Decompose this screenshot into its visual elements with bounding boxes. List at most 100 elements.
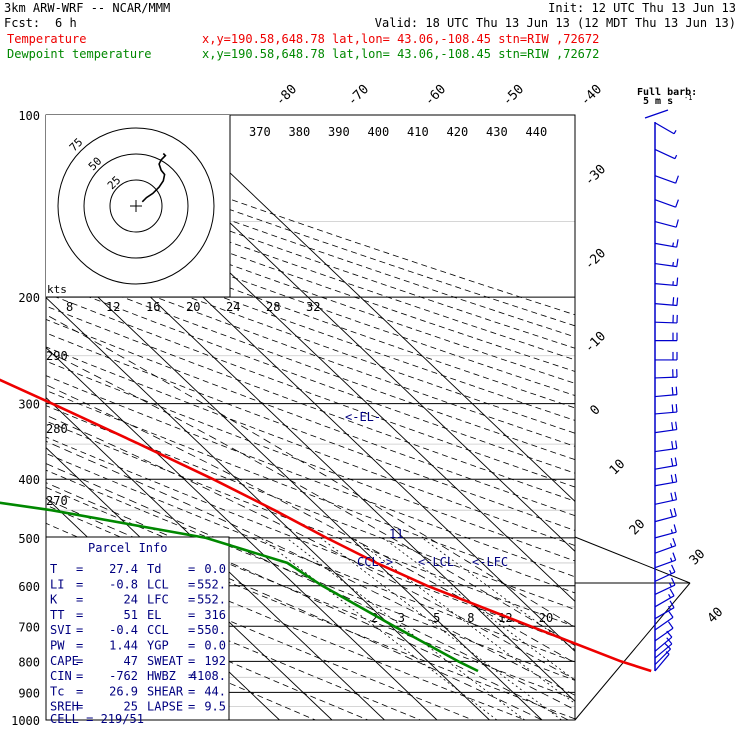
pressure-tick-300: 300 (18, 398, 40, 412)
isotherm (46, 346, 438, 720)
wind-flag (671, 404, 674, 413)
theta-tick: 410 (407, 125, 429, 139)
isotherm-tick: -30 (582, 162, 609, 189)
parcel-key: TT (50, 608, 64, 622)
wind-shaft (654, 515, 677, 523)
parcel-row: CIN = -762 HWBZ =4108. (50, 669, 226, 683)
theta-left-tick: 290 (46, 349, 68, 363)
wind-barb (654, 621, 674, 642)
dewpoint-profile (0, 501, 479, 673)
valid-time: Valid: 18 UTC Thu 13 Jun 13 (12 MDT Thu … (375, 16, 736, 30)
dry-adiabat (46, 436, 575, 645)
dry-adiabat (46, 332, 575, 531)
parcel-value: 25 (124, 700, 138, 714)
parcel-row: TT = 51 EL = 316 (50, 608, 226, 622)
theta-tick: 400 (368, 125, 390, 139)
parcel-key: CIN (50, 669, 72, 683)
mixing-ratio-tick: 20 (539, 611, 553, 625)
wind-key-exponent: -1 (684, 94, 692, 102)
wind-shaft (654, 559, 676, 569)
parcel-eq: = (188, 562, 195, 576)
isotherm-tick: -40 (578, 82, 605, 109)
pressure-tick-900: 900 (18, 686, 40, 700)
upper-tick: 8 (66, 300, 73, 314)
dry-adiabat (46, 486, 575, 700)
parcel-value: 4108. (190, 669, 226, 683)
wind-shaft (654, 376, 678, 379)
parcel-value: 51 (124, 608, 138, 622)
sounding-annotation: <-LCL (418, 555, 454, 569)
parcel-row: CAPE= 47 SWEAT = 192 (50, 654, 226, 668)
dry-adiabat (46, 243, 575, 434)
pressure-tick-200: 200 (18, 291, 40, 305)
parcel-eq: = (76, 593, 83, 607)
parcel-value: -0.4 (109, 623, 138, 637)
wind-shaft (654, 499, 677, 505)
wind-shaft (654, 481, 677, 487)
moist-adiabat (46, 482, 569, 720)
pressure-tick-500: 500 (18, 532, 40, 546)
parcel-eq: = (76, 700, 83, 714)
wind-flag (672, 242, 675, 247)
hodograph-ring (57, 127, 215, 285)
theta-tick: 430 (486, 125, 508, 139)
wind-shaft (654, 616, 674, 631)
parcel-key: LFC (147, 593, 169, 607)
wind-flag (664, 642, 671, 650)
hodograph-ring (83, 153, 189, 259)
wind-barb (654, 219, 679, 228)
parcel-eq: = (188, 700, 195, 714)
upper-tick: 28 (266, 300, 280, 314)
mixing-ratio-tick: 3 (398, 611, 405, 625)
wind-flag (670, 458, 674, 467)
parcel-eq: = (188, 654, 195, 668)
wind-flag (674, 154, 678, 159)
parcel-value: 0.0 (204, 639, 226, 653)
wind-barb (655, 351, 678, 361)
parcel-key: LCL (147, 577, 169, 591)
wind-shaft (654, 199, 676, 208)
isotherm (46, 246, 543, 720)
wind-barbs (654, 122, 679, 672)
parcel-eq: = (188, 577, 195, 591)
wind-flag (676, 258, 679, 267)
wind-flag (670, 492, 674, 501)
parcel-value: 1.44 (109, 639, 138, 653)
wind-barb (654, 258, 679, 268)
wind-flag (667, 621, 674, 629)
dewpoint-legend: Dewpoint temperature (7, 47, 152, 61)
wind-key-units: 5 m s (643, 96, 673, 107)
parcel-value: 9.5 (204, 700, 226, 714)
wind-shaft (654, 464, 677, 470)
wind-barb (654, 491, 678, 505)
parcel-row: K = 24 LFC = 552. (50, 593, 226, 607)
parcel-key: CCL (147, 623, 169, 637)
model-title: 3km ARW-WRF -- NCAR/MMM (4, 1, 170, 15)
moist-adiabat (46, 440, 575, 696)
pressure-tick-600: 600 (18, 580, 40, 594)
mixing-ratio-line (320, 537, 562, 720)
pressure-tick-400: 400 (18, 473, 40, 487)
wind-shaft (654, 648, 671, 666)
wind-flag (665, 651, 670, 655)
wind-key-barb (644, 109, 669, 119)
wind-barb (654, 610, 674, 631)
dry-adiabat (46, 279, 575, 474)
parcel-row: SREH= 25 LAPSE = 9.5 (50, 700, 226, 714)
isotherm-tick: -60 (422, 82, 449, 109)
wind-flag (673, 524, 677, 533)
parcel-eq: = (76, 577, 83, 591)
wind-barb (654, 637, 673, 659)
wind-barb (654, 577, 676, 595)
wind-barb (654, 122, 677, 135)
sounding-annotation: 11 (389, 527, 403, 541)
parcel-key: CAPE (50, 654, 79, 668)
theta-tick: 440 (526, 125, 548, 139)
parcel-value: 26.9 (109, 684, 138, 698)
mixing-ratio-lines (260, 537, 575, 720)
wind-flag (672, 261, 674, 267)
wind-shaft (654, 584, 676, 595)
parcel-value: 47 (124, 654, 138, 668)
